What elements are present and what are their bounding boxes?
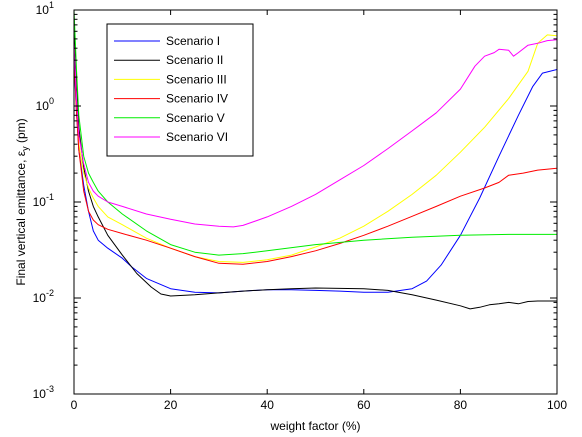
y-tick-exponent: 0 [49,96,54,106]
x-tick-label: 100 [547,398,567,412]
series-line-2 [74,19,557,310]
legend-label-5: Scenario V [166,111,225,125]
x-axis-title: weight factor (%) [269,419,360,433]
y-tick-label: 100 [36,96,54,113]
x-tick-label: 20 [164,398,178,412]
legend-entries: Scenario I Scenario II Scenario III Scenari… [114,34,228,144]
y-tick-exponent: 1 [49,0,54,10]
x-tick-label: 60 [357,398,371,412]
y-tick-label: 10-1 [33,192,54,209]
tick-layer [73,9,558,395]
y-tick-label: 101 [36,0,54,17]
legend-label-3: Scenario III [166,72,227,86]
series-line-3 [74,34,557,263]
y-tick-label: 10-3 [33,384,54,401]
legend: Scenario I Scenario II Scenario III Scenari… [106,23,254,157]
legend-label-2: Scenario II [166,53,223,67]
x-tick-label: 0 [71,398,78,412]
legend-label-6: Scenario VI [166,130,228,144]
y-tick-exponent: -3 [46,384,54,394]
x-tick-label: 80 [454,398,468,412]
legend-box [106,23,254,157]
y-axis-title-unit: (pm) [14,118,28,146]
series-layer [74,10,557,310]
y-tick-base: 10 [33,387,47,401]
y-tick-exponent: -1 [46,192,54,202]
series-line-5 [74,10,557,256]
legend-label-4: Scenario IV [166,92,228,106]
y-axis-title-subscript: y [20,146,30,151]
legend-label-1: Scenario I [166,34,220,48]
y-tick-label: 10-2 [33,288,54,305]
x-tick-label: 40 [261,398,275,412]
y-tick-base: 10 [33,291,47,305]
y-tick-exponent: -2 [46,288,54,298]
y-tick-base: 10 [36,3,50,17]
y-axis-title-main: Final vertical emittance, ε [14,150,28,285]
series-line-6 [74,39,557,228]
y-axis-title: Final vertical emittance, εy (pm) [14,118,30,285]
y-tick-base: 10 [33,195,47,209]
series-line-4 [74,53,557,265]
y-tick-base: 10 [36,99,50,113]
